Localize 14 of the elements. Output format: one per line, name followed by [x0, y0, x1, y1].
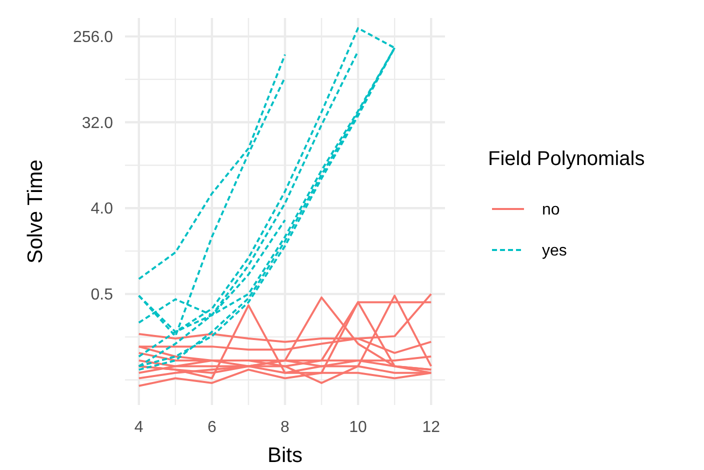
x-tick-label: 10: [349, 419, 368, 436]
x-tick-label: 12: [422, 419, 440, 436]
legend-label: yes: [542, 242, 567, 260]
legend-title: Field Polynomials: [488, 148, 645, 170]
x-tick-label: 4: [134, 419, 144, 436]
y-tick-label: 32.0: [82, 114, 114, 132]
x-tick-label: 6: [207, 419, 216, 436]
y-tick-label: 256.0: [72, 29, 114, 46]
y-tick-label: 0.5: [90, 286, 114, 304]
y-axis-title: Solve Time: [24, 160, 47, 264]
x-axis-title: Bits: [267, 444, 303, 467]
x-tick-label: 8: [280, 419, 290, 436]
y-tick-label: 4.0: [90, 200, 114, 218]
legend-label: no: [542, 202, 560, 219]
